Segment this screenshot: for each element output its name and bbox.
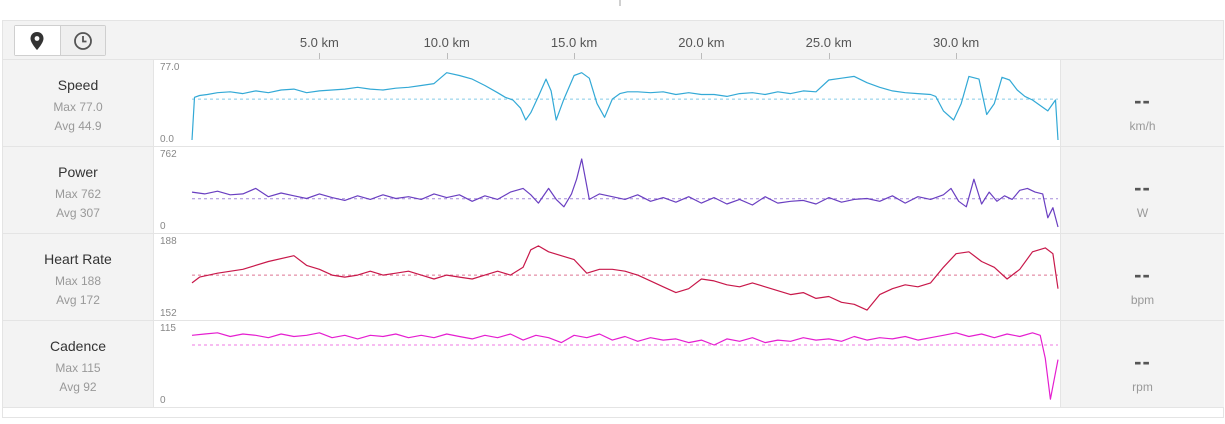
power-avg: Avg 307	[56, 206, 100, 220]
map-pin-icon	[30, 31, 44, 50]
x-tick-mark	[319, 53, 321, 59]
speed-avg: Avg 44.9	[54, 119, 102, 133]
x-tick-label: 10.0 km	[423, 35, 470, 50]
x-axis-mode-toggle	[14, 25, 106, 56]
speed-ytick-min: 0.0	[160, 134, 174, 145]
activity-analysis-chart: 5.0 km 10.0 km 15.0 km 20.0 km 25.0 km 30.0 k…	[2, 20, 1224, 418]
speed-line	[191, 72, 1059, 141]
x-tick-label: 25.0 km	[805, 35, 852, 50]
heart-rate-ytick-min: 152	[160, 308, 177, 319]
power-max: Max 762	[54, 187, 102, 201]
power-unit: W	[1136, 206, 1149, 220]
x-tick-label: 30.0 km	[932, 35, 980, 50]
cadence-row: Cadence Max 115 Avg 92 115 0 -- rpm	[3, 321, 1224, 408]
power-row: Power Max 762 Avg 307 762 0 -- W	[3, 147, 1224, 234]
power-label-panel: Power Max 762 Avg 307	[3, 147, 154, 233]
heart-rate-max: Max 188	[54, 274, 102, 288]
heart-rate-svg	[191, 245, 1059, 311]
speed-unit: km/h	[1129, 119, 1156, 133]
speed-title: Speed	[57, 77, 99, 93]
speed-max: Max 77.0	[53, 100, 103, 114]
heart-rate-unit: bpm	[1130, 293, 1155, 307]
heart-rate-avg: Avg 172	[56, 293, 100, 307]
speed-ytick-max: 77.0	[160, 62, 180, 73]
power-ytick-max: 762	[160, 149, 177, 160]
heart-rate-current-value: --	[1134, 262, 1151, 287]
cadence-current-panel: -- rpm	[1060, 321, 1224, 407]
cadence-ytick-min: 0	[160, 395, 166, 406]
speed-label-panel: Speed Max 77.0 Avg 44.9	[3, 60, 154, 146]
x-tick-mark	[446, 53, 448, 59]
x-tick-label: 5.0 km	[299, 35, 339, 50]
x-tick-mark	[701, 53, 703, 59]
clock-icon	[73, 31, 92, 50]
power-plot[interactable]: 762 0	[154, 147, 1060, 233]
heart-rate-ytick-max: 188	[160, 236, 177, 247]
cadence-svg	[191, 332, 1059, 400]
power-current-panel: -- W	[1060, 147, 1224, 233]
heart-rate-label-panel: Heart Rate Max 188 Avg 172	[3, 234, 154, 320]
speed-svg	[191, 72, 1059, 141]
x-tick-mark	[956, 53, 958, 59]
x-tick-mark	[828, 53, 830, 59]
cadence-line	[191, 332, 1059, 400]
heart-rate-line	[191, 245, 1059, 311]
cadence-label-panel: Cadence Max 115 Avg 92	[3, 321, 154, 407]
speed-row: Speed Max 77.0 Avg 44.9 77.0 0.0 -- km/h	[3, 60, 1224, 147]
heart-rate-title: Heart Rate	[44, 251, 112, 267]
top-divider-tick	[619, 0, 621, 6]
cadence-ytick-max: 115	[160, 323, 176, 334]
speed-current-panel: -- km/h	[1060, 60, 1224, 146]
power-svg	[191, 158, 1059, 228]
cadence-current-value: --	[1134, 349, 1151, 374]
power-title: Power	[58, 164, 98, 180]
x-tick-label: 20.0 km	[678, 35, 725, 50]
heart-rate-plot[interactable]: 188 152	[154, 234, 1060, 320]
distance-mode-button[interactable]	[15, 26, 60, 55]
cadence-unit: rpm	[1132, 380, 1153, 394]
heart-rate-row: Heart Rate Max 188 Avg 172 188 152 -- bpm	[3, 234, 1224, 321]
x-tick-label: 15.0 km	[550, 35, 598, 50]
power-current-value: --	[1134, 175, 1151, 200]
cadence-avg: Avg 92	[59, 380, 97, 394]
speed-current-value: --	[1134, 88, 1151, 113]
cadence-plot[interactable]: 115 0	[154, 321, 1060, 407]
heart-rate-current-panel: -- bpm	[1060, 234, 1224, 320]
cadence-title: Cadence	[49, 338, 107, 354]
power-ytick-min: 0	[160, 221, 166, 232]
time-mode-button[interactable]	[59, 26, 105, 55]
cadence-max: Max 115	[55, 361, 101, 375]
power-line	[191, 158, 1059, 228]
distance-axis-bar: 5.0 km 10.0 km 15.0 km 20.0 km 25.0 km 30.0 k…	[3, 21, 1223, 60]
x-tick-mark	[574, 53, 576, 59]
speed-plot[interactable]: 77.0 0.0	[154, 60, 1060, 146]
